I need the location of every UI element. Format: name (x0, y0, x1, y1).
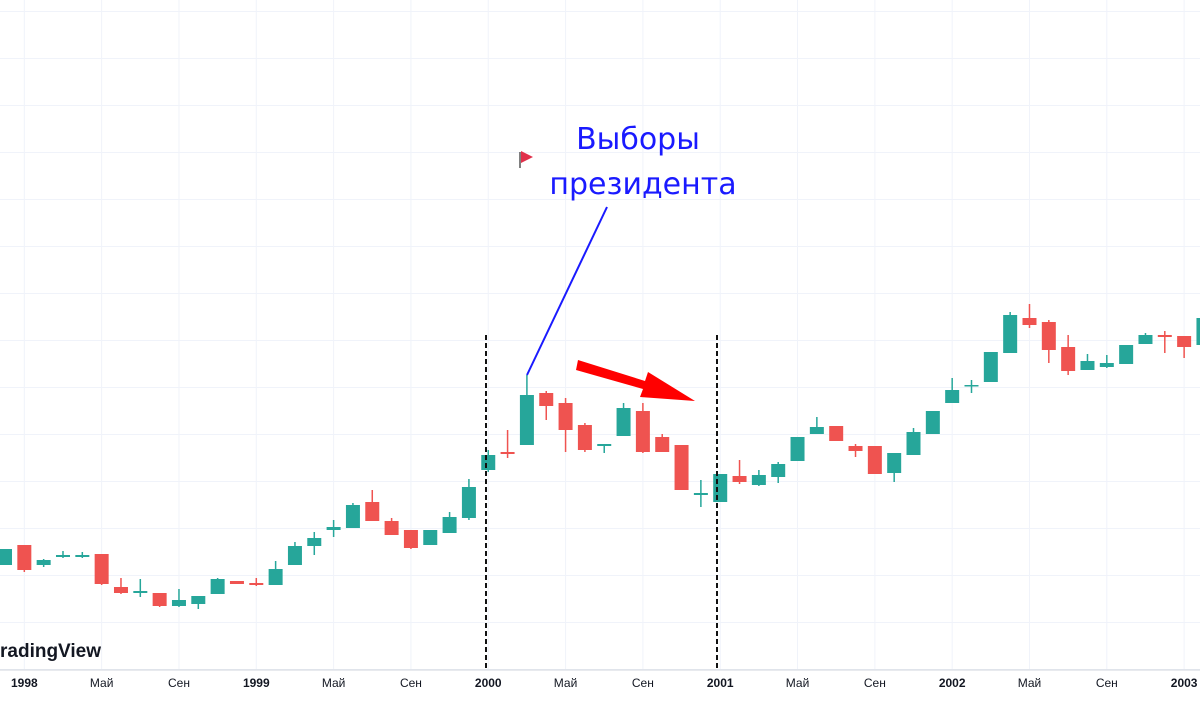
candle-body (1177, 336, 1192, 347)
candle-body (0, 549, 12, 565)
x-tick-label: 2000 (475, 676, 502, 690)
x-tick-label: Май (322, 676, 346, 690)
candle-body (848, 446, 863, 451)
candle-body (1138, 335, 1153, 344)
candle-body (36, 560, 51, 565)
candle-body (771, 464, 786, 477)
x-tick-label: Сен (632, 676, 654, 690)
candle-body (500, 452, 515, 454)
candle-body (403, 530, 418, 548)
candle-body (809, 427, 824, 434)
x-tick-label: Сен (168, 676, 190, 690)
candle-body (307, 538, 322, 546)
candle-body (113, 587, 128, 593)
candle-body (1003, 315, 1018, 353)
candle-body (790, 437, 805, 461)
candle-body (577, 425, 592, 450)
candle-body (867, 446, 882, 474)
candle-body (925, 411, 940, 434)
callout-line (526, 206, 608, 376)
x-tick-label: 1999 (243, 676, 270, 690)
candle-body (558, 403, 573, 430)
candle-body (1099, 363, 1114, 367)
candle-body (442, 517, 457, 533)
candle-body (519, 395, 534, 445)
candle-body (345, 505, 360, 528)
x-tick-label: 2003 (1171, 676, 1198, 690)
candle-body (887, 453, 902, 473)
candle-body (481, 455, 496, 470)
candle-body (191, 596, 206, 604)
candle-body (133, 591, 148, 593)
candle-body (1022, 318, 1037, 325)
candle-body (1041, 322, 1056, 350)
candle-body (829, 426, 844, 441)
candle-body (152, 593, 167, 606)
candle-body (693, 493, 708, 495)
candle-body (655, 437, 670, 452)
candle-body (326, 527, 341, 530)
candle-body (461, 487, 476, 518)
candle-body (55, 555, 70, 557)
candle-body (674, 445, 689, 490)
candle-body (751, 475, 766, 485)
candle-body (1061, 347, 1076, 371)
x-tick-label: Сен (1096, 676, 1118, 690)
candle-body (17, 545, 32, 570)
candle-body (964, 385, 979, 387)
candle-body (249, 583, 264, 585)
candle-body (635, 411, 650, 452)
candle-body (906, 432, 921, 455)
candle-body (945, 390, 960, 403)
candle-body (210, 579, 225, 594)
candle-body (539, 393, 554, 406)
candle-body (365, 502, 380, 521)
candle-body (732, 476, 747, 482)
candle-body (171, 600, 186, 606)
candle-body (1157, 335, 1172, 337)
time-axis (0, 670, 1200, 703)
candle-body (616, 408, 631, 436)
annotation: президента (549, 167, 736, 202)
x-tick-label: Сен (400, 676, 422, 690)
candle-body (75, 555, 90, 557)
watermark: radingView (0, 641, 101, 662)
candle-body (1119, 345, 1134, 364)
candle-body (1196, 318, 1200, 345)
x-tick-label: Май (90, 676, 114, 690)
candle-body (268, 569, 283, 585)
candle-body (94, 554, 109, 584)
x-tick-label: Май (554, 676, 578, 690)
candle-body (983, 352, 998, 382)
candle-body (287, 546, 302, 565)
candle-body (1080, 361, 1095, 370)
x-tick-label: 2002 (939, 676, 966, 690)
x-tick-label: Сен (864, 676, 886, 690)
x-tick-label: 2001 (707, 676, 734, 690)
x-tick-label: Май (786, 676, 810, 690)
x-tick-label: Май (1018, 676, 1042, 690)
candle-body (597, 444, 612, 446)
flag (519, 151, 533, 168)
candle-body (229, 581, 244, 584)
x-tick-label: 1998 (11, 676, 38, 690)
annotation: Выборы (576, 122, 700, 157)
candle-body (713, 474, 728, 502)
candle-body (423, 530, 438, 545)
trend-arrow (576, 360, 695, 401)
candle-body (384, 521, 399, 535)
